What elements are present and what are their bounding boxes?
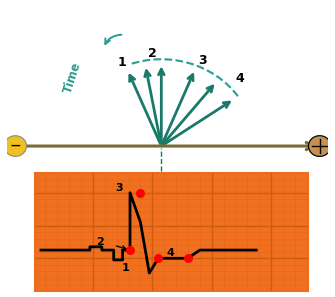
Point bbox=[127, 248, 133, 252]
Circle shape bbox=[4, 136, 26, 157]
Text: 3: 3 bbox=[198, 54, 207, 67]
Point bbox=[138, 190, 143, 195]
Text: 3: 3 bbox=[116, 183, 123, 193]
Point bbox=[155, 256, 161, 261]
Text: 2: 2 bbox=[96, 237, 104, 247]
Text: 4: 4 bbox=[166, 248, 174, 258]
Circle shape bbox=[309, 136, 331, 157]
Point bbox=[185, 256, 191, 261]
Text: 2: 2 bbox=[148, 47, 157, 60]
Text: 1: 1 bbox=[122, 263, 129, 273]
Text: Time: Time bbox=[61, 60, 83, 94]
Text: —: — bbox=[10, 141, 20, 151]
Text: 4: 4 bbox=[235, 72, 244, 85]
Text: 1: 1 bbox=[118, 56, 127, 69]
